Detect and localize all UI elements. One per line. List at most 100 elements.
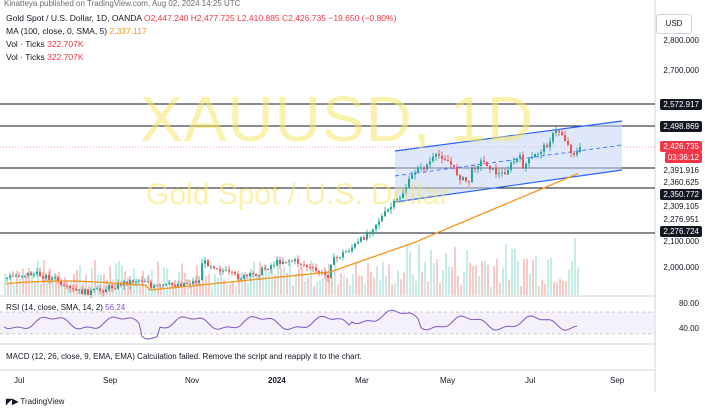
candle-body <box>390 207 392 210</box>
symbol-legend[interactable]: Gold Spot / U.S. Dollar, 1D, OANDA O2,44… <box>6 13 396 23</box>
volume-bar <box>427 281 429 295</box>
candle-body <box>60 280 62 285</box>
volume-bar <box>394 283 396 295</box>
volume-bar <box>61 282 63 295</box>
macd-legend[interactable]: MACD (12, 26, close, 9, EMA, EMA) Calcul… <box>6 352 362 361</box>
rsi-label: RSI (14, close, SMA, 14, 2) <box>6 303 103 312</box>
macd-error: Calculation failed. Remove the script an… <box>137 352 362 361</box>
candle-body <box>507 169 509 175</box>
volume-bar <box>373 277 375 295</box>
candle-body <box>66 285 68 287</box>
candle-body <box>240 278 242 280</box>
candle-body <box>117 282 119 289</box>
candle-body <box>9 275 11 278</box>
volume-bar <box>541 280 543 295</box>
volume-bar <box>235 286 237 295</box>
candle-body <box>186 282 188 284</box>
candle-body <box>294 259 296 262</box>
candle-body <box>105 289 107 293</box>
candle-body <box>456 166 458 176</box>
volume-bar <box>160 286 162 295</box>
moving-average-line <box>5 173 579 291</box>
candle-body <box>345 251 347 253</box>
candle-body <box>114 288 116 290</box>
candle-body <box>138 280 140 282</box>
candle-body <box>309 267 311 269</box>
ohlc-low: L2,410.885 <box>237 13 280 23</box>
rsi-legend[interactable]: RSI (14, close, SMA, 14, 2) 56.24 <box>6 303 125 312</box>
volume-bar <box>463 271 465 295</box>
candle-body <box>339 257 341 259</box>
channel-mid-line <box>394 144 623 177</box>
candle-body <box>249 273 251 277</box>
candle-body <box>288 260 290 262</box>
candle-body <box>291 260 293 262</box>
volume-bar <box>577 267 579 295</box>
volume-bar <box>145 284 147 295</box>
volume-bar <box>130 280 132 295</box>
candle-body <box>207 260 209 267</box>
volume-bar <box>499 283 501 295</box>
candle-body <box>174 284 176 287</box>
tradingview-logo[interactable]: ◤▶ TradingView <box>6 397 64 406</box>
volume-bar <box>565 281 567 295</box>
volume-bar <box>418 243 420 295</box>
candle-body <box>555 130 557 133</box>
candle-body <box>72 288 74 290</box>
candle-body <box>147 281 149 283</box>
candle-body <box>201 263 203 281</box>
volume-bar <box>82 283 84 295</box>
volume-bar <box>469 262 471 295</box>
currency-selector[interactable]: USD <box>656 14 692 34</box>
candle-body <box>150 282 152 288</box>
volume-bar <box>166 268 168 295</box>
price-tag-support: 2,276.724 <box>660 226 702 237</box>
volume-bar <box>487 264 489 295</box>
volume-bar <box>508 279 510 295</box>
candle-body <box>159 284 161 286</box>
candle-body <box>180 283 182 286</box>
volume-legend-1[interactable]: Vol · Ticks 322.707K <box>6 39 84 49</box>
volume-bar <box>412 274 414 295</box>
candle-body <box>24 275 26 277</box>
volume-bar <box>568 269 570 295</box>
volume-bar <box>511 249 513 295</box>
candle-body <box>57 277 59 281</box>
volume-bar <box>391 284 393 295</box>
candle-body <box>273 265 275 267</box>
candle-body <box>381 215 383 222</box>
vol-label-2: Vol · Ticks <box>6 52 45 62</box>
volume-bar <box>310 260 312 295</box>
candle-body <box>486 161 488 167</box>
ma-legend[interactable]: MA (100, close, 0, SMA, 5) 2,337.117 <box>6 26 147 36</box>
volume-bar <box>553 282 555 295</box>
candle-body <box>360 237 362 242</box>
volume-bar <box>382 262 384 295</box>
candle-body <box>153 285 155 288</box>
volume-bar <box>523 259 525 295</box>
candle-body <box>351 247 353 252</box>
price-axis-label: 2,276.951 <box>663 215 699 224</box>
price-axis-label: 2,391.916 <box>663 166 699 175</box>
channel-lower-line <box>394 169 623 203</box>
candle-body <box>549 141 551 148</box>
volume-bar <box>559 278 561 295</box>
ohlc-open: O2,447.240 <box>143 13 189 23</box>
volume-bar <box>109 266 111 295</box>
volume-bar <box>319 280 321 295</box>
volume-bar <box>574 238 576 295</box>
volume-bar <box>478 276 480 295</box>
volume-bar <box>544 283 546 295</box>
candle-body <box>480 160 482 167</box>
price-axis-label: 2,100.000 <box>663 237 699 246</box>
volume-bar <box>337 284 339 295</box>
price-tag-support: 2,350.772 <box>660 189 702 200</box>
rsi-line <box>3 309 578 340</box>
candle-body <box>234 272 236 274</box>
candle-body <box>492 167 494 170</box>
candle-body <box>462 177 464 180</box>
volume-bar <box>268 271 270 295</box>
volume-bar <box>223 279 225 295</box>
volume-legend-2[interactable]: Vol · Ticks 322.707K <box>6 52 84 62</box>
